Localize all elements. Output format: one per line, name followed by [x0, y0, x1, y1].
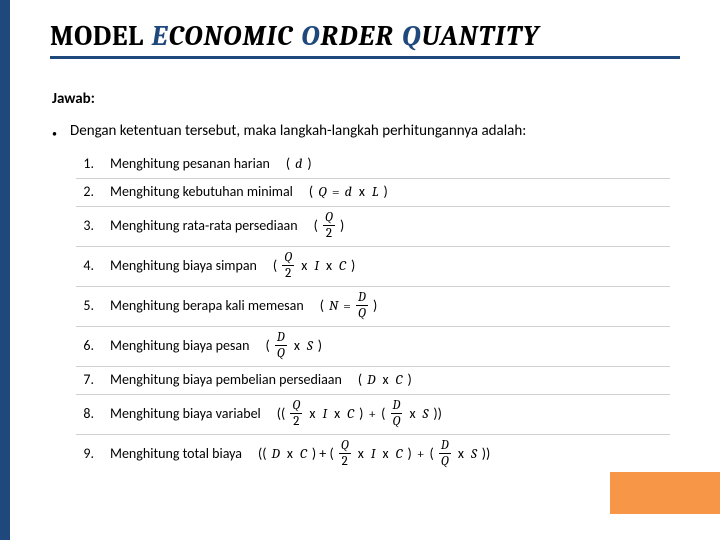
body: Jawab: • Dengan ketentuan tersebut, maka… [52, 90, 670, 474]
page-title: MODEL ECONOMIC ORDER QUANTITY [50, 20, 680, 52]
step-5-text: Menghitung berapa kali memesan [110, 297, 304, 314]
step-7: 7. Menghitung biaya pembelian persediaan… [76, 366, 670, 394]
title-underline [50, 56, 680, 59]
step-3-text: Menghitung rata-rata persediaan [110, 217, 298, 234]
step-7-text: Menghitung biaya pembelian persediaan [110, 371, 342, 388]
step-1: 1. Menghitung pesanan harian ( d ) [76, 155, 670, 178]
step-8-formula: (( Q2 x I x C ) + ( DQ x S )) [277, 399, 442, 428]
step-1-formula: ( d ) [286, 155, 312, 172]
step-2-num: 2. [76, 183, 94, 200]
step-7-num: 7. [76, 371, 94, 388]
step-5: 5. Menghitung berapa kali memesan ( N = … [76, 286, 670, 326]
step-9-text: Menghitung total biaya [110, 445, 242, 462]
title-word-quantity: QUANTITY [402, 20, 539, 52]
step-3: 3. Menghitung rata-rata persediaan ( Q2 … [76, 206, 670, 246]
steps-list: 1. Menghitung pesanan harian ( d ) 2. Me… [76, 155, 670, 474]
lead-bullet: • [52, 122, 62, 141]
step-2-formula: ( Q = d x L ) [309, 183, 388, 200]
step-6-formula: ( DQ x S ) [265, 331, 321, 360]
step-1-num: 1. [76, 155, 94, 172]
lead-text: Dengan ketentuan tersebut, maka langkah-… [70, 122, 526, 141]
lead-paragraph: • Dengan ketentuan tersebut, maka langka… [52, 122, 670, 141]
step-4-num: 4. [76, 257, 94, 274]
step-2: 2. Menghitung kebutuhan minimal ( Q = d … [76, 178, 670, 206]
title-word-order: ORDER [301, 20, 394, 52]
step-3-formula: ( Q2 ) [314, 211, 345, 240]
corner-accent [610, 472, 720, 514]
step-9: 9. Menghitung total biaya (( D x C ) + (… [76, 434, 670, 474]
step-9-formula: (( D x C ) + ( Q2 x I x C ) + ( DQ x S ) [258, 439, 490, 468]
step-6-text: Menghitung biaya pesan [110, 337, 249, 354]
step-2-text: Menghitung kebutuhan minimal [110, 183, 293, 200]
step-6-num: 6. [76, 337, 94, 354]
step-4-text: Menghitung biaya simpan [110, 257, 257, 274]
left-accent-bar [0, 0, 10, 540]
step-7-formula: ( D x C ) [358, 371, 412, 388]
step-3-num: 3. [76, 217, 94, 234]
step-6: 6. Menghitung biaya pesan ( DQ x S ) [76, 326, 670, 366]
step-5-num: 5. [76, 297, 94, 314]
step-4-formula: ( Q2 x I x C ) [273, 251, 355, 280]
title-block: MODEL ECONOMIC ORDER QUANTITY [50, 20, 680, 59]
step-8: 8. Menghitung biaya variabel (( Q2 x I x… [76, 394, 670, 434]
answer-label: Jawab: [52, 90, 670, 108]
title-word-economic: ECONOMIC [152, 20, 294, 52]
step-4: 4. Menghitung biaya simpan ( Q2 x I x C … [76, 246, 670, 286]
step-1-text: Menghitung pesanan harian [110, 155, 270, 172]
step-5-formula: ( N = DQ ) [320, 291, 378, 320]
title-word-model: MODEL [50, 20, 144, 52]
step-8-text: Menghitung biaya variabel [110, 405, 261, 422]
step-9-num: 9. [76, 445, 94, 462]
step-8-num: 8. [76, 405, 94, 422]
